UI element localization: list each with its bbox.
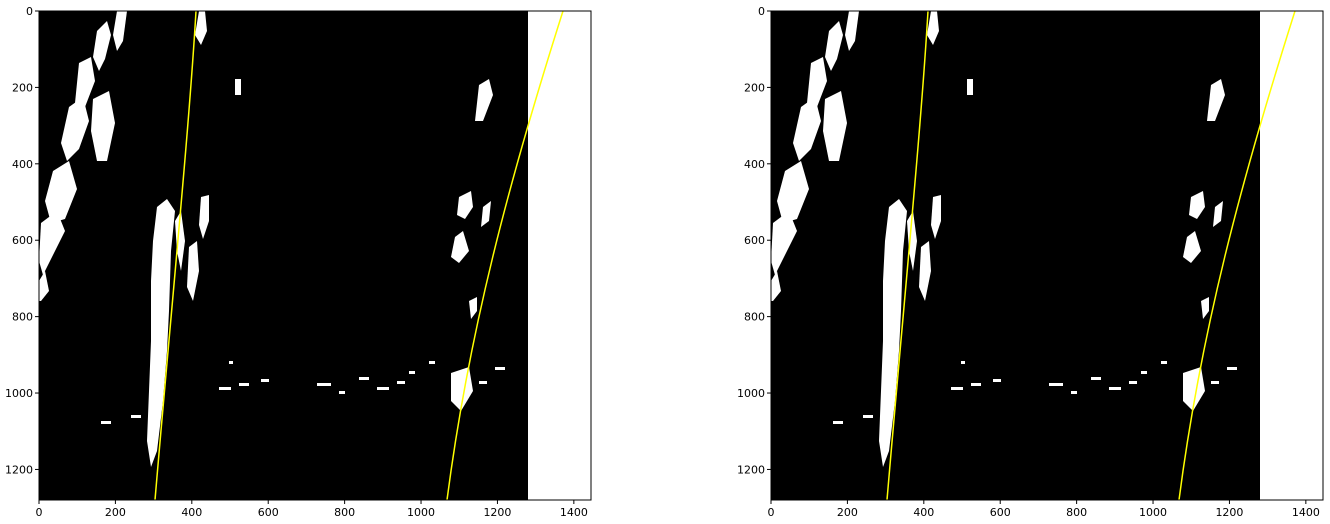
axes-frame [770, 10, 1324, 501]
left-lane-image [39, 11, 591, 500]
x-tick-label: 1400 [1292, 506, 1320, 519]
x-tick-label: 400 [181, 506, 202, 519]
y-tick-label: 400 [12, 158, 33, 171]
y-tick-label: 400 [744, 158, 765, 171]
x-tick-label: 600 [258, 506, 279, 519]
x-tick-label: 0 [768, 506, 775, 519]
x-tick-label: 1000 [407, 506, 435, 519]
x-tick-label: 600 [990, 506, 1011, 519]
x-tick-label: 400 [913, 506, 934, 519]
y-tick-label: 200 [12, 81, 33, 94]
y-tick-label: 600 [744, 234, 765, 247]
y-tick-label: 1000 [737, 387, 765, 400]
axis-ticks: 0 200 400 600 800 1000 1200 1400 0 200 400 600 800 10… [737, 5, 1320, 519]
x-tick-label: 0 [36, 506, 43, 519]
panel-right: 0 200 400 600 800 1000 1200 1400 0 200 400 600 800 10… [737, 5, 1324, 519]
x-tick-label: 1200 [483, 506, 511, 519]
y-tick-label: 0 [758, 5, 765, 18]
left-lane-fit-line [886, 10, 929, 501]
axis-ticks: 0 200 400 600 800 1000 1200 1400 0 200 400 600 800 10… [5, 5, 588, 519]
y-tick-label: 600 [12, 234, 33, 247]
y-tick-label: 800 [744, 311, 765, 324]
x-tick-label: 800 [1066, 506, 1087, 519]
x-tick-label: 200 [837, 506, 858, 519]
left-lane-fit-line [154, 10, 197, 501]
x-tick-label: 1400 [560, 506, 588, 519]
right-lane-fit-line [1178, 10, 1296, 501]
right-lane-fit-line [446, 10, 564, 501]
y-tick-label: 800 [12, 311, 33, 324]
panel-left: 0 200 400 600 800 1000 1200 1400 0 200 400 600 800 10… [5, 5, 592, 519]
x-tick-label: 1000 [1139, 506, 1167, 519]
y-tick-label: 200 [744, 81, 765, 94]
right-lane-image [771, 11, 1323, 500]
y-tick-label: 0 [26, 5, 33, 18]
x-tick-label: 1200 [1215, 506, 1243, 519]
y-tick-label: 1200 [737, 463, 765, 476]
x-tick-label: 200 [105, 506, 126, 519]
x-tick-label: 800 [334, 506, 355, 519]
axes-frame [38, 10, 592, 501]
y-tick-label: 1200 [5, 463, 33, 476]
y-tick-label: 1000 [5, 387, 33, 400]
